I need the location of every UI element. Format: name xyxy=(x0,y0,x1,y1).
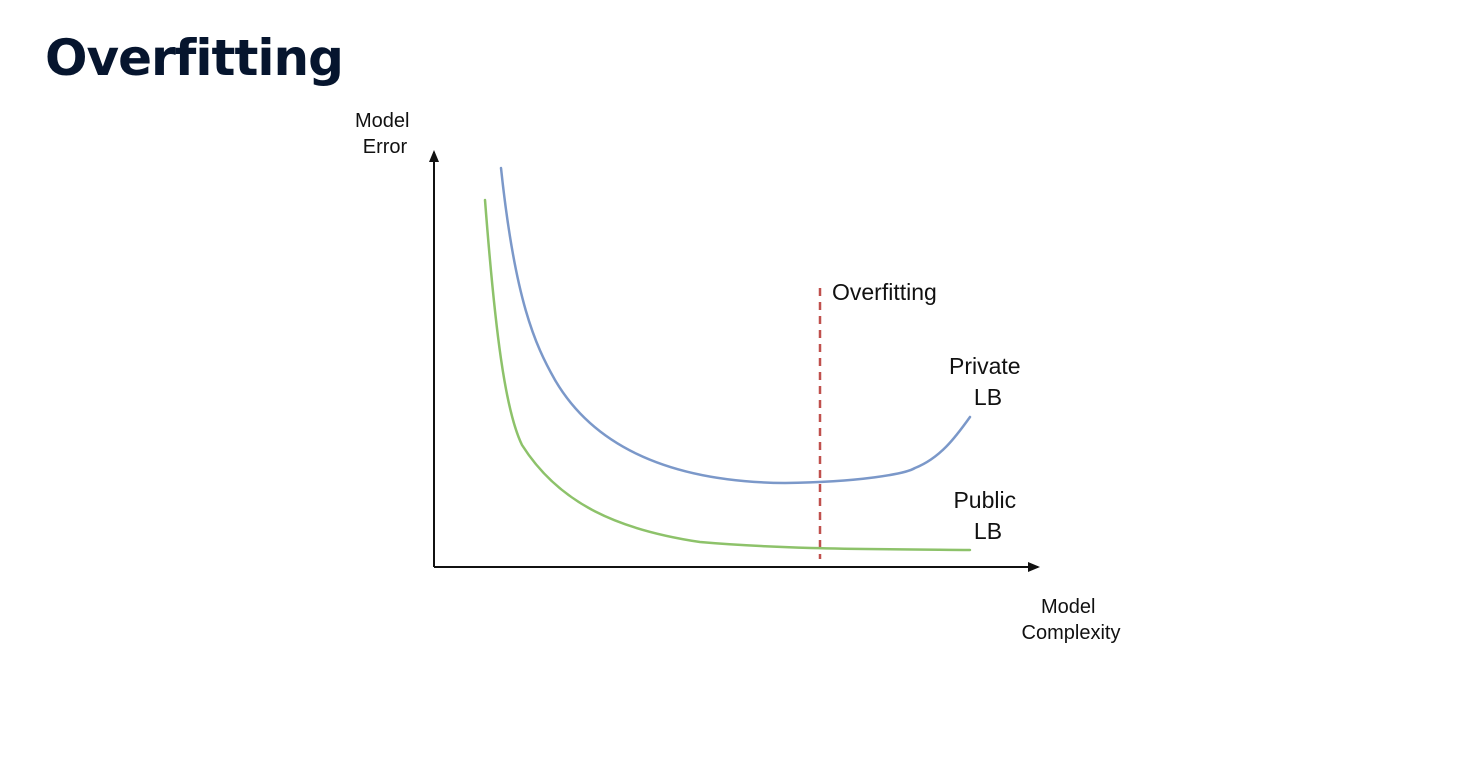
page-title: Overfitting xyxy=(45,29,344,87)
private-lb-curve xyxy=(499,166,972,485)
y-axis-label: Model Error xyxy=(355,110,415,158)
overfitting-label: Overfitting xyxy=(832,279,937,305)
public-lb-curve xyxy=(483,198,972,552)
private-lb-label: Private LB xyxy=(949,353,1027,410)
x-axis-label: Model Complexity xyxy=(1022,596,1121,644)
public-lb-label: Public LB xyxy=(953,487,1022,544)
